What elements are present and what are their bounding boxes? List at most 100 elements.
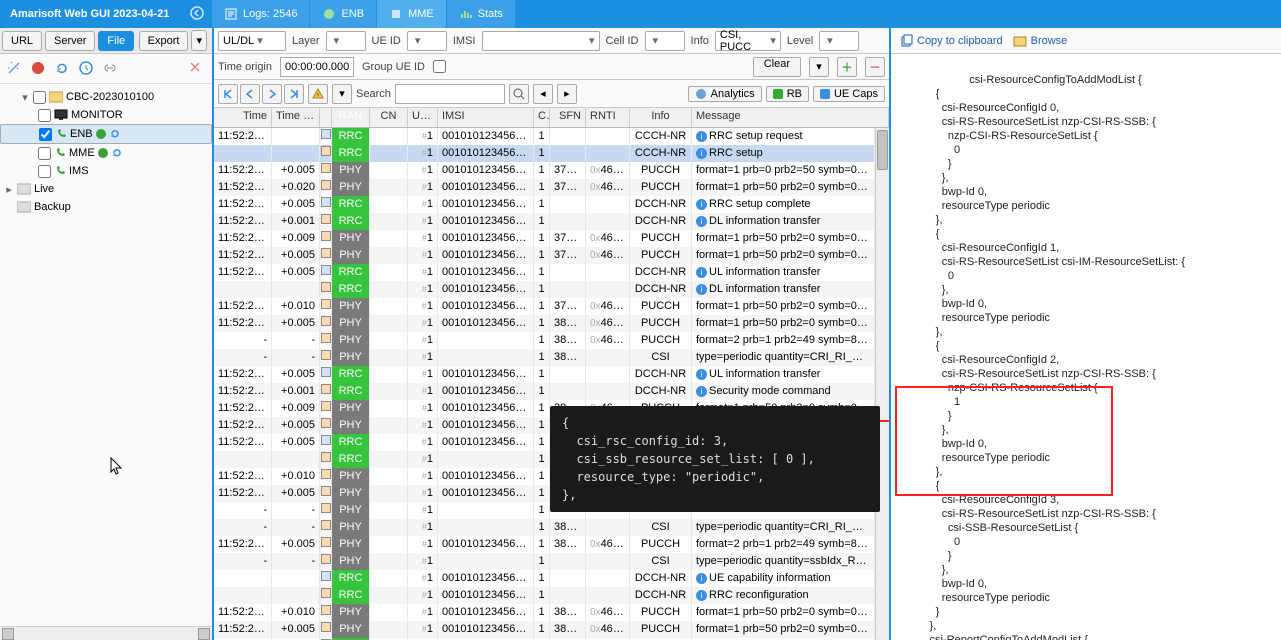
tree-check[interactable]: [39, 128, 52, 141]
add-icon[interactable]: ＋: [837, 57, 857, 77]
col-ue-id[interactable]: UE ID: [408, 108, 438, 127]
tree-root[interactable]: ▾CBC-2023010100: [0, 88, 212, 106]
table-row[interactable]: 11:52:28.413+0.005PHY#100101012345678913…: [214, 247, 875, 264]
table-row[interactable]: 11:52:28.428+0.010PHY#100101012345678913…: [214, 298, 875, 315]
tree-check[interactable]: [33, 91, 46, 104]
table-row[interactable]: 11:52:28.438+0.005RRC#10010101234567891D…: [214, 366, 875, 383]
level-select[interactable]: ▾: [819, 31, 859, 51]
tree-live[interactable]: ▸Live: [0, 180, 212, 198]
tree-check[interactable]: [38, 147, 51, 160]
table-row[interactable]: 11:52:28.478+0.005PHY#100101012345678913…: [214, 536, 875, 553]
table-row[interactable]: 11:52:28.368RRC#10010101234567891CCCH-NR…: [214, 128, 875, 145]
table-row[interactable]: --PHY#11CSItype=periodic quantity=ssbIdx…: [214, 553, 875, 570]
search-go-icon[interactable]: [509, 84, 529, 104]
collapse-left-icon[interactable]: [185, 6, 209, 23]
col-ran[interactable]: RAN: [332, 108, 370, 127]
table-row[interactable]: --PHY#11384.9CSItype=periodic quantity=C…: [214, 519, 875, 536]
table-row[interactable]: 11:52:28.408+0.009PHY#100101012345678913…: [214, 230, 875, 247]
tree-check[interactable]: [38, 109, 51, 122]
mode-url[interactable]: URL: [2, 31, 42, 51]
uecaps-chip[interactable]: UE Caps: [813, 86, 885, 102]
table-row[interactable]: 11:52:28.439+0.001RRC#10010101234567891D…: [214, 383, 875, 400]
nav-next-icon[interactable]: [262, 84, 282, 104]
layer-select[interactable]: ▾: [326, 31, 366, 51]
col-imsi[interactable]: IMSI: [438, 108, 534, 127]
tab-mme[interactable]: MME: [377, 0, 447, 28]
time-origin-input[interactable]: [280, 57, 354, 77]
col-rnti[interactable]: RNTI: [586, 108, 630, 127]
col-time[interactable]: Time: [214, 108, 272, 127]
tab-logs[interactable]: Logs: 2546: [212, 0, 310, 28]
table-row[interactable]: 11:52:28.433+0.005PHY#100101012345678913…: [214, 315, 875, 332]
table-row[interactable]: RRC#10010101234567891DCCH-NRiUE capabili…: [214, 570, 875, 587]
col-cell[interactable]: Cell: [534, 108, 550, 127]
table-row[interactable]: 11:52:28.399+0.001RRC#10010101234567891D…: [214, 213, 875, 230]
table-row[interactable]: RRC#10010101234567891DCCH-NRiDL informat…: [214, 281, 875, 298]
refresh-icon[interactable]: [54, 60, 72, 78]
col-sfn[interactable]: SFN: [550, 108, 586, 127]
col-cn[interactable]: CN: [370, 108, 408, 127]
group-ue-check[interactable]: [433, 60, 446, 73]
table-row[interactable]: 11:52:28.488+0.010PHY#100101012345678913…: [214, 604, 875, 621]
table-row[interactable]: RRC#10010101234567891DCCH-NRiRRC reconfi…: [214, 587, 875, 604]
rb-chip[interactable]: RB: [766, 86, 809, 102]
table-row[interactable]: 11:52:28.418+0.005RRC#10010101234567891D…: [214, 264, 875, 281]
nav-last-icon[interactable]: [284, 84, 304, 104]
browse-button[interactable]: Browse: [1013, 34, 1068, 48]
wand-icon[interactable]: [6, 60, 24, 78]
export-menu-icon[interactable]: ▾: [191, 30, 207, 51]
col-time-diff[interactable]: Time diff: [272, 108, 320, 127]
info-select[interactable]: CSI, PUCC▾: [715, 31, 781, 51]
detail-code[interactable]: csi-ResourceConfigToAddModList { { csi-R…: [891, 54, 1281, 640]
cell-select[interactable]: ▾: [645, 31, 685, 51]
copy-button[interactable]: Copy to clipboard: [899, 34, 1003, 48]
left-hscroll[interactable]: [0, 626, 212, 640]
search-prev-icon[interactable]: ◂: [533, 84, 553, 104]
search-input[interactable]: [395, 84, 505, 104]
export-button[interactable]: Export: [139, 31, 189, 51]
clock-icon[interactable]: [78, 60, 96, 78]
warning-icon[interactable]: [308, 84, 328, 104]
table-row[interactable]: RRC#10010101234567891CCCH-NRiRRC setup: [214, 145, 875, 162]
tree-item-enb[interactable]: ENB: [0, 124, 212, 144]
stop-icon[interactable]: [30, 60, 48, 78]
clear-button[interactable]: Clear: [753, 57, 801, 77]
col-message[interactable]: Message: [692, 108, 889, 127]
table-row[interactable]: 11:52:28.393+0.020PHY#100101012345678913…: [214, 179, 875, 196]
close-icon[interactable]: [188, 60, 206, 78]
tree-item-monitor[interactable]: MONITOR: [0, 106, 212, 124]
left-toolbar: [0, 54, 212, 84]
search-menu-icon[interactable]: ▾: [332, 84, 352, 104]
uldl-select[interactable]: UL/DL▾: [218, 31, 286, 51]
table-row[interactable]: --PHY#11380.90x4601PUCCHformat=2 prb=1 p…: [214, 332, 875, 349]
tree-item-ims[interactable]: IMS: [0, 162, 212, 180]
analytics-chip[interactable]: Analytics: [688, 86, 762, 102]
imsi-select[interactable]: ▾: [482, 31, 600, 51]
topbar: Amarisoft Web GUI 2023-04-21 Logs: 2546 …: [0, 0, 1281, 28]
clear-menu-icon[interactable]: ▾: [809, 57, 829, 77]
col-dir[interactable]: [320, 108, 332, 127]
nav-prev-icon[interactable]: [240, 84, 260, 104]
table-row[interactable]: 11:52:28.373+0.005PHY#100101012345678913…: [214, 162, 875, 179]
table-row[interactable]: 11:52:28.398+0.005RRC#10010101234567891D…: [214, 196, 875, 213]
link-icon[interactable]: [102, 60, 120, 78]
col-info[interactable]: Info: [630, 108, 692, 127]
tree-backup[interactable]: Backup: [0, 198, 212, 216]
tree-label: Backup: [34, 201, 71, 213]
nav-first-icon[interactable]: [218, 84, 238, 104]
tab-stats[interactable]: Stats: [447, 0, 516, 28]
table-row[interactable]: --PHY#11380.9CSItype=periodic quantity=C…: [214, 349, 875, 366]
tree-item-mme[interactable]: MME: [0, 144, 212, 162]
red-annotation-box: [895, 386, 1113, 496]
table-row[interactable]: 11:52:28.493+0.005PHY#100101012345678913…: [214, 621, 875, 638]
mode-server[interactable]: Server: [45, 31, 95, 51]
ueid-select[interactable]: ▾: [407, 31, 447, 51]
tree-check[interactable]: [38, 165, 51, 178]
grid-vscroll[interactable]: [875, 128, 889, 640]
tab-label: ENB: [341, 8, 364, 20]
info-icon: i: [696, 267, 707, 278]
tab-enb[interactable]: ENB: [310, 0, 377, 28]
remove-icon[interactable]: －: [865, 57, 885, 77]
search-next-icon[interactable]: ▸: [557, 84, 577, 104]
mode-file[interactable]: File: [98, 31, 134, 51]
